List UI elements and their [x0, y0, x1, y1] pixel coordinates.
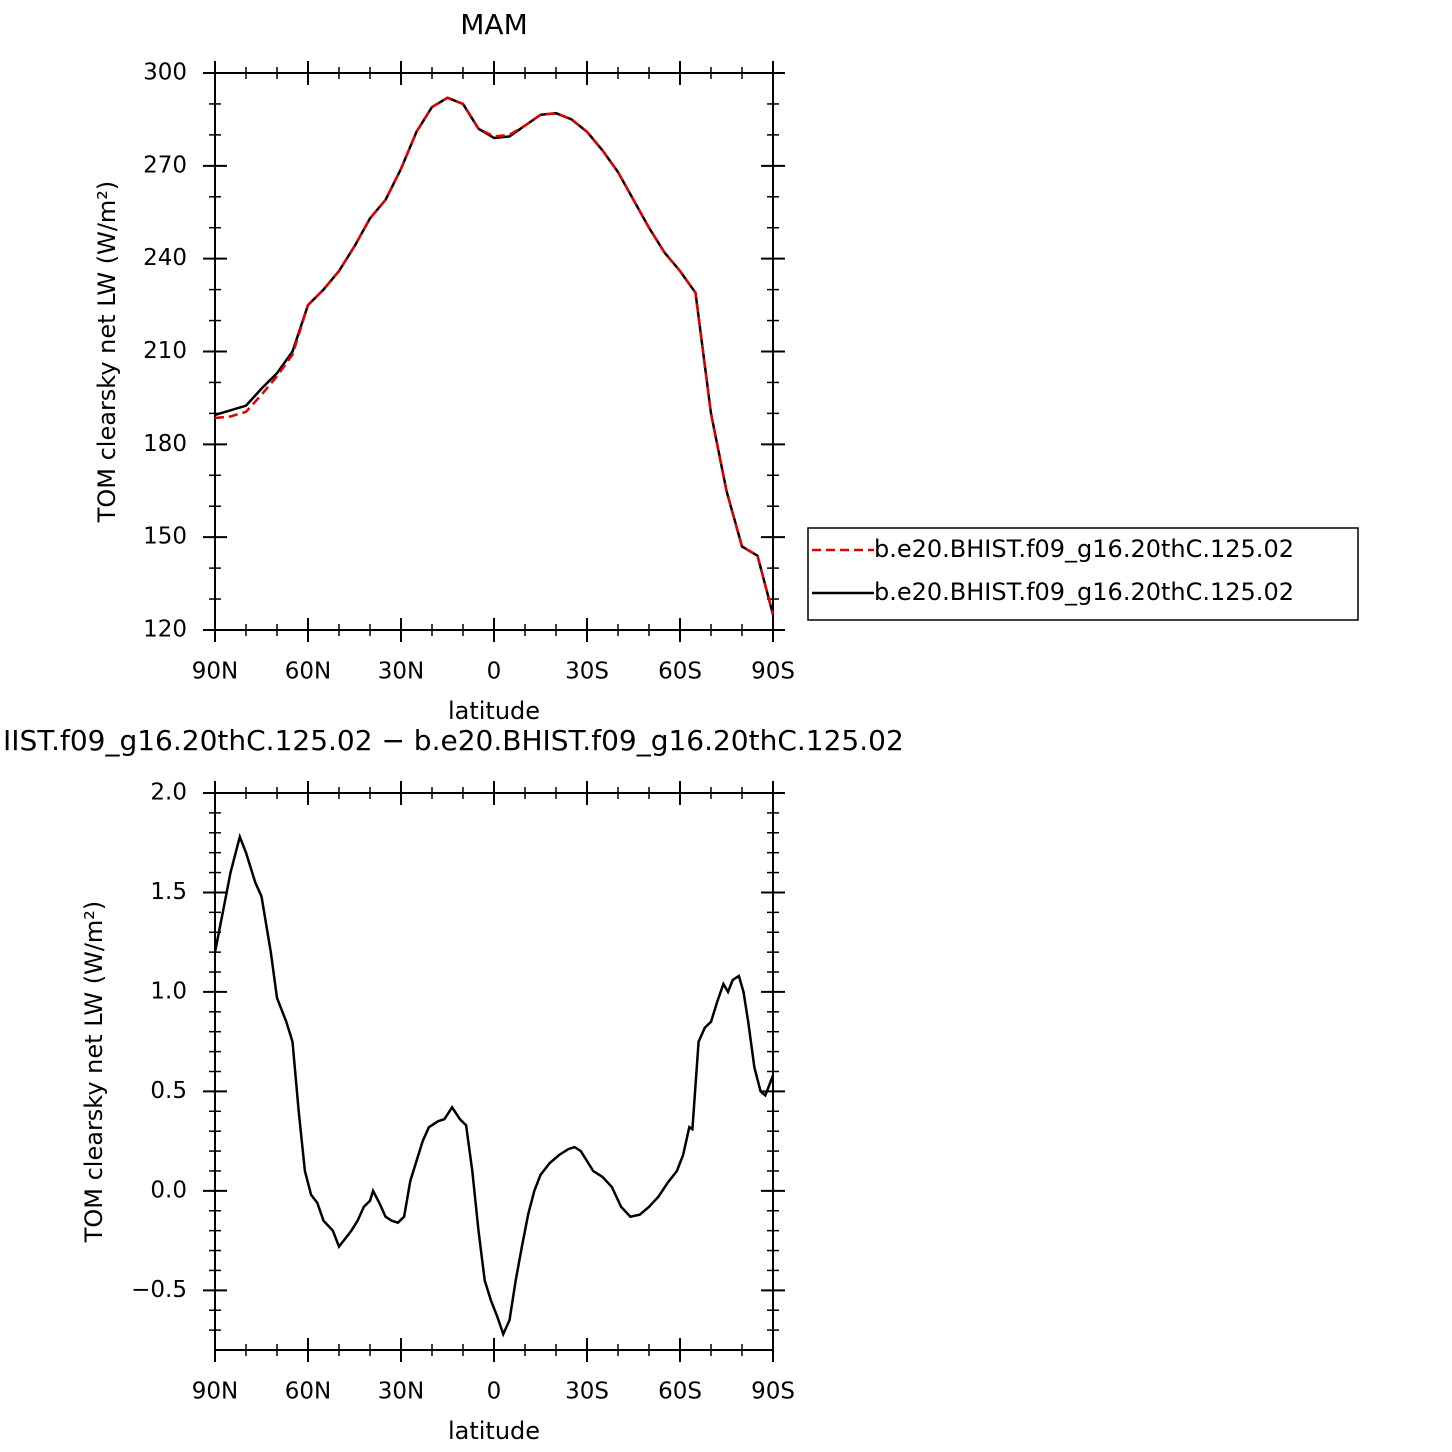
y-tick-label: 210 — [143, 338, 187, 364]
data-line — [213, 832, 775, 1338]
y-tick-label: 270 — [143, 152, 187, 178]
x-tick-label: 30S — [565, 1379, 609, 1405]
y-tick-label: 180 — [143, 431, 187, 457]
data-line — [214, 96, 775, 615]
x-tick-label: 60N — [285, 1379, 331, 1405]
legend-label: b.e20.BHIST.f09_g16.20thC.125.02 — [874, 578, 1294, 606]
x-tick-label: 60N — [285, 659, 331, 685]
x-tick-label: 90N — [192, 659, 238, 685]
chart-title: IIST.f09_g16.20thC.125.02 − b.e20.BHIST.… — [3, 724, 904, 757]
y-tick-label: 1.0 — [150, 978, 187, 1004]
x-tick-label: 60S — [658, 1379, 702, 1405]
x-tick-label: 30S — [565, 659, 609, 685]
y-tick-label: 2.0 — [150, 780, 187, 806]
plot-frame — [214, 72, 774, 631]
y-tick-label: 150 — [143, 524, 187, 550]
x-tick-label: 60S — [658, 659, 702, 685]
x-tick-label: 30N — [378, 1379, 424, 1405]
x-axis-label: latitude — [448, 697, 540, 725]
y-tick-label: 1.5 — [150, 879, 187, 905]
x-tick-label: 0 — [487, 659, 502, 685]
x-tick-label: 90S — [751, 1379, 795, 1405]
y-tick-label: 0.5 — [150, 1078, 187, 1104]
legend-label: b.e20.BHIST.f09_g16.20thC.125.02 — [874, 535, 1294, 563]
x-axis-label: latitude — [448, 1417, 540, 1445]
legend-box — [807, 527, 1359, 621]
y-tick-label: 240 — [143, 245, 187, 271]
x-tick-label: 90S — [751, 659, 795, 685]
y-axis-label: TOM clearsky net LW (W/m²) — [93, 181, 121, 524]
y-axis-label: TOM clearsky net LW (W/m²) — [80, 901, 108, 1244]
chart-title: MAM — [460, 8, 527, 41]
x-tick-label: 30N — [378, 659, 424, 685]
x-tick-label: 0 — [487, 1379, 502, 1405]
x-tick-label: 90N — [192, 1379, 238, 1405]
y-tick-label: 300 — [143, 60, 187, 86]
y-tick-label: −0.5 — [131, 1277, 187, 1303]
data-line — [214, 96, 775, 615]
y-tick-label: 120 — [143, 617, 187, 643]
y-tick-label: 0.0 — [150, 1177, 187, 1203]
plot-frame — [214, 792, 774, 1351]
